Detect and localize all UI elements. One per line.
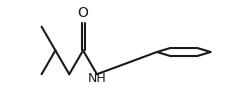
Text: NH: NH xyxy=(88,73,106,85)
Text: O: O xyxy=(78,6,89,20)
